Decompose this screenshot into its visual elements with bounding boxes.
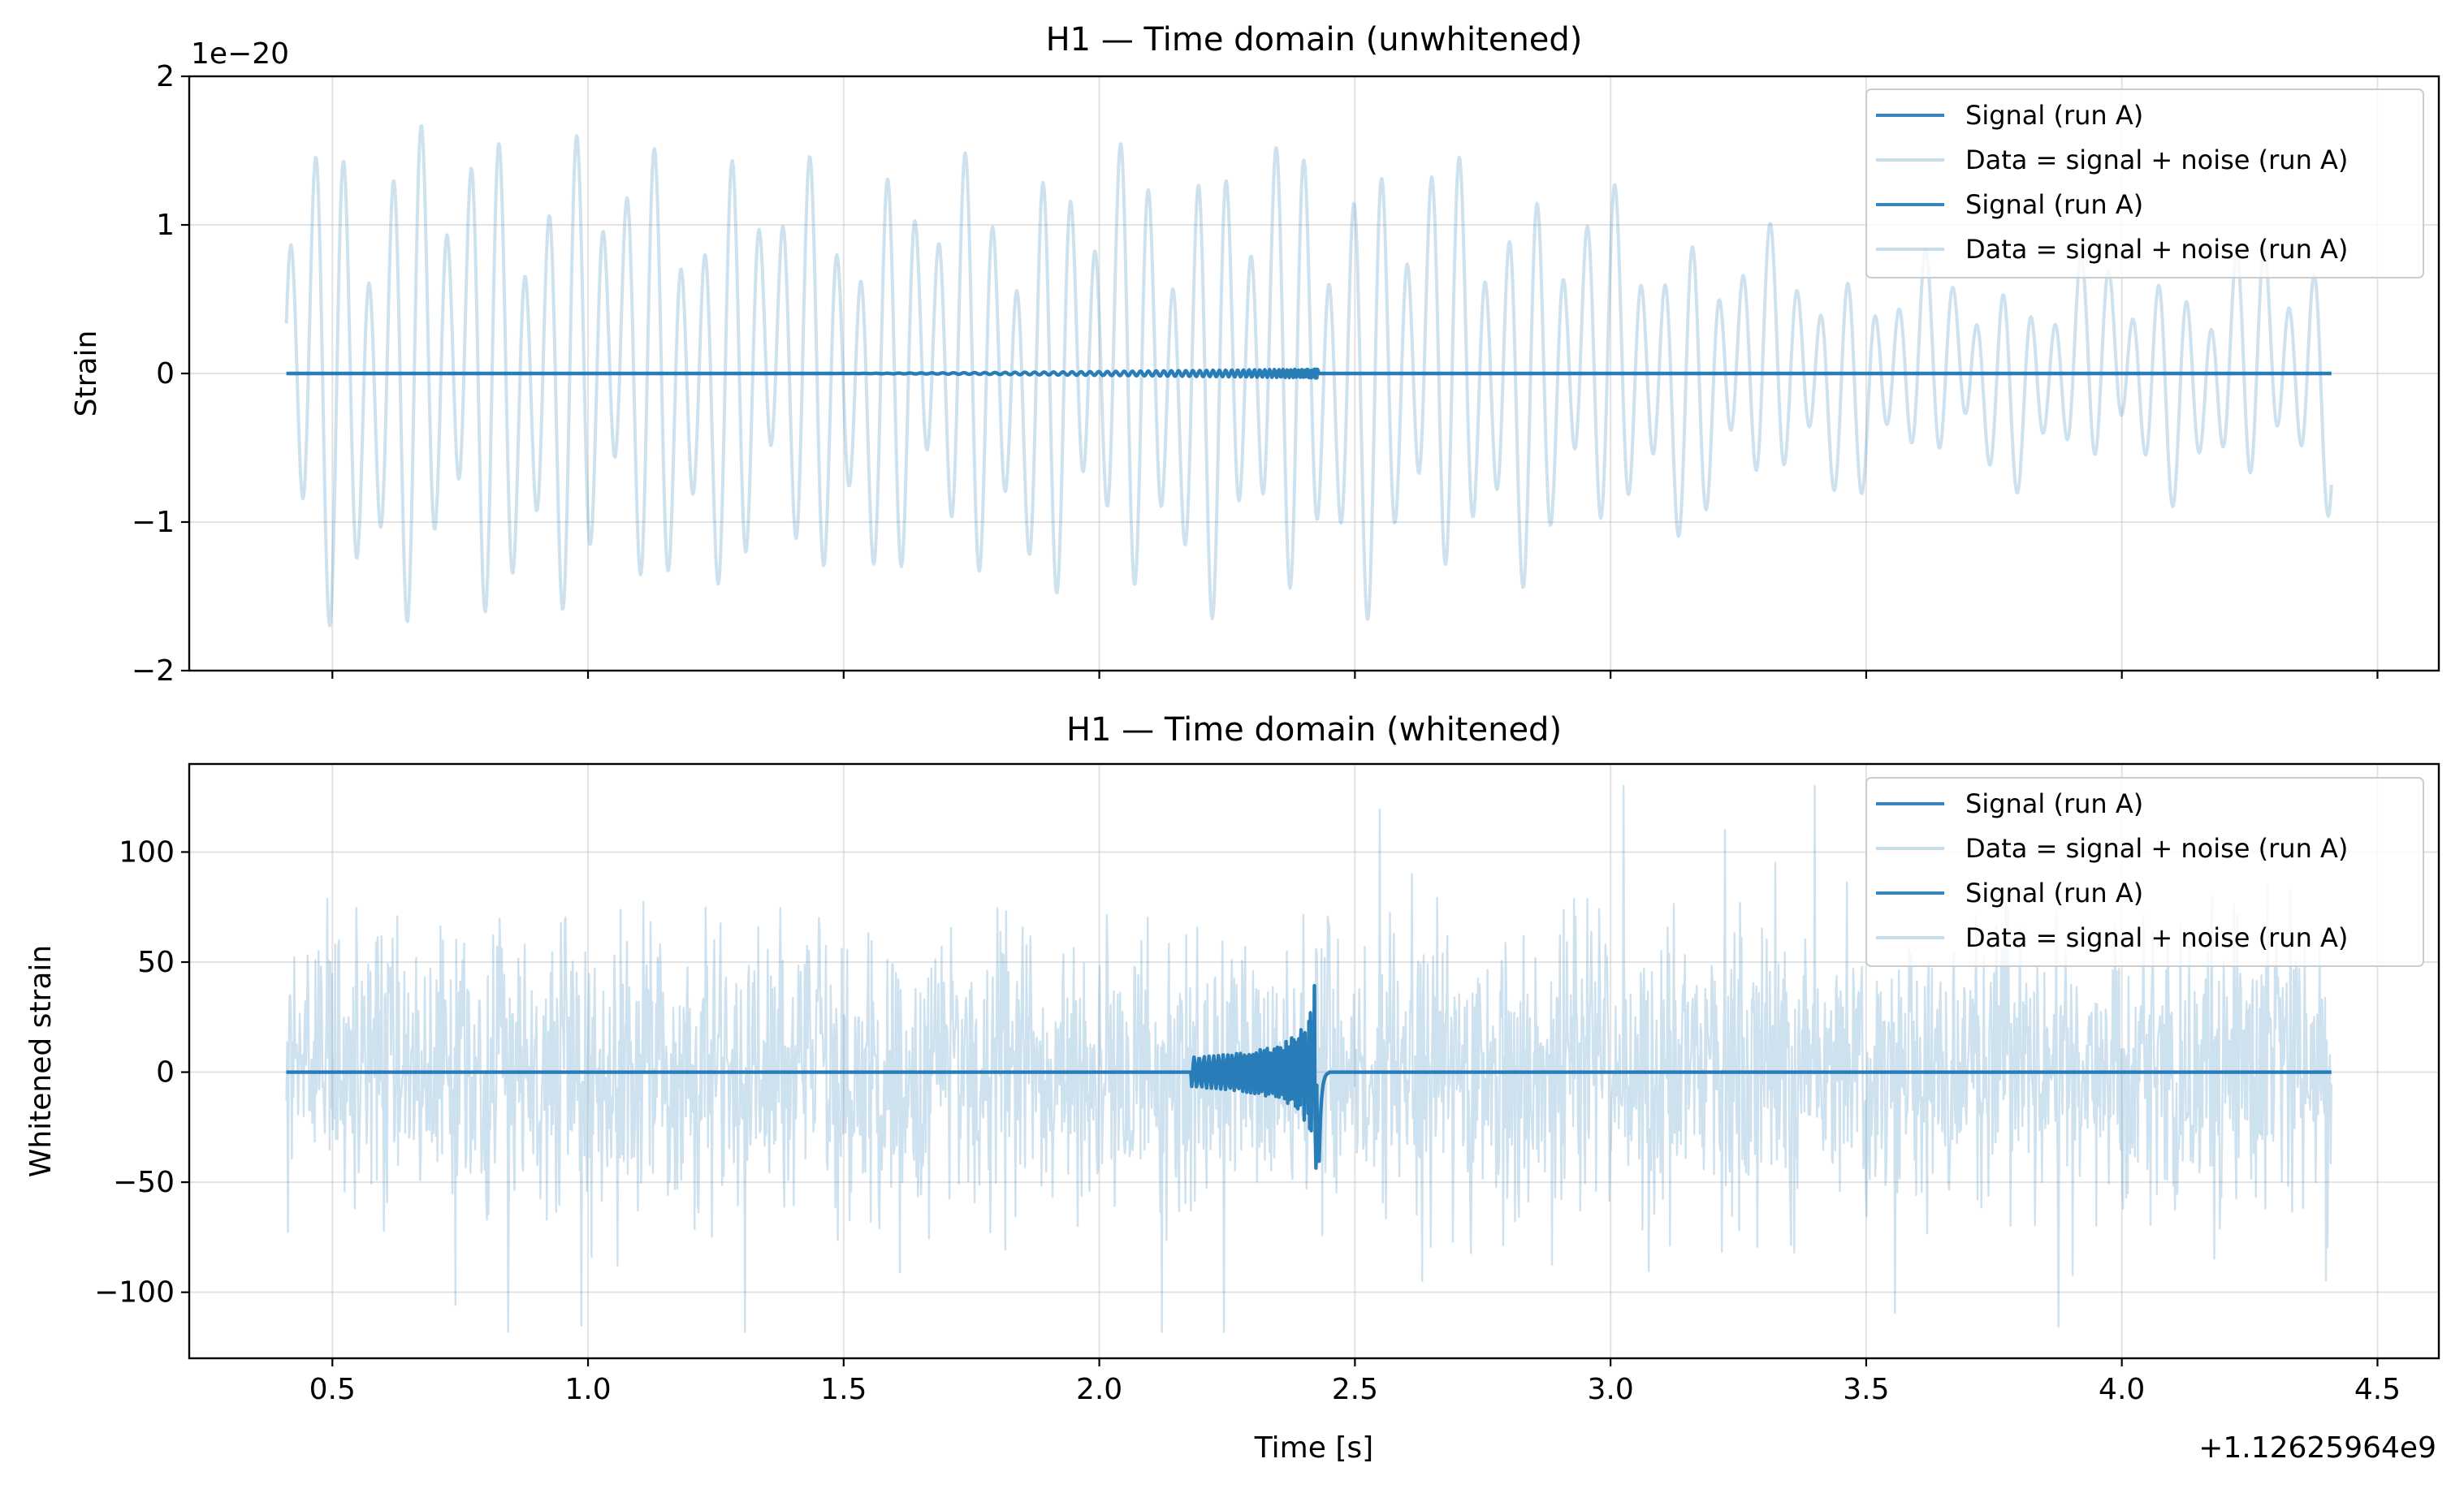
legend-entry: Data = signal + noise (run A) bbox=[1876, 145, 2348, 175]
signal-series-unwhitened bbox=[285, 367, 2332, 380]
legend: Signal (run A) Data = signal + noise (ru… bbox=[1865, 777, 2424, 967]
x-tick-label: 2.0 bbox=[1076, 1373, 1122, 1406]
chart-title: H1 — Time domain (unwhitened) bbox=[1046, 21, 1583, 58]
svg-text:Signal (run A): Signal (run A) bbox=[1965, 788, 2143, 819]
y-tick-label: 50 bbox=[137, 946, 175, 979]
signal-line bbox=[285, 983, 2332, 1170]
legend-entry: Signal (run A) bbox=[1876, 100, 2143, 131]
svg-text:Signal (run A): Signal (run A) bbox=[1965, 189, 2143, 220]
legend-entry: Data = signal + noise (run A) bbox=[1876, 234, 2348, 265]
x-axis-label: Time [s] bbox=[1254, 1431, 1373, 1465]
y-offset-label: 1e−20 bbox=[191, 37, 289, 71]
x-tick-label: 0.5 bbox=[309, 1373, 356, 1406]
legend-entry: Data = signal + noise (run A) bbox=[1876, 833, 2348, 864]
x-tick-label: 2.5 bbox=[1332, 1373, 1378, 1406]
x-axis-ticks bbox=[331, 671, 2379, 679]
legend-entry: Signal (run A) bbox=[1876, 788, 2143, 819]
whitened-panel: −100 −50 0 50 100 0.5 1.0 1.5 2.0 2.5 3.0 3.5 4.0 4.… bbox=[24, 711, 2440, 1465]
svg-text:Signal (run A): Signal (run A) bbox=[1965, 878, 2143, 909]
y-tick-label: −2 bbox=[132, 654, 175, 688]
data-series-unwhitened bbox=[284, 123, 2333, 628]
legend-entry: Signal (run A) bbox=[1876, 878, 2143, 909]
y-axis-label: Whitened strain bbox=[24, 945, 58, 1178]
y-axis-ticks: −100 −50 0 50 100 bbox=[94, 835, 189, 1310]
y-tick-label: 0 bbox=[156, 1056, 175, 1090]
y-tick-label: 0 bbox=[156, 357, 175, 391]
y-axis-ticks: −2 −1 0 1 2 bbox=[132, 60, 189, 688]
svg-text:Data = signal + noise (run A): Data = signal + noise (run A) bbox=[1965, 922, 2348, 953]
x-tick-label: 3.5 bbox=[1843, 1373, 1889, 1406]
svg-text:Data = signal + noise (run A): Data = signal + noise (run A) bbox=[1965, 833, 2348, 864]
x-tick-label: 3.0 bbox=[1588, 1373, 1634, 1406]
svg-text:Data = signal + noise (run A): Data = signal + noise (run A) bbox=[1965, 234, 2348, 265]
x-tick-label: 1.0 bbox=[564, 1373, 611, 1406]
signal-line bbox=[285, 367, 2332, 380]
plot-frame bbox=[188, 762, 2440, 1360]
y-axis-label: Strain bbox=[70, 330, 103, 417]
x-axis-ticks: 0.5 1.0 1.5 2.0 2.5 3.0 3.5 4.0 4.5 bbox=[309, 1358, 2401, 1406]
svg-text:Signal (run A): Signal (run A) bbox=[1965, 100, 2143, 131]
y-tick-label: −100 bbox=[94, 1276, 175, 1310]
legend-entry: Signal (run A) bbox=[1876, 189, 2143, 220]
signal-series-whitened bbox=[285, 983, 2332, 1170]
data-line bbox=[284, 123, 2333, 628]
x-offset-label: +1.12625964e9 bbox=[2198, 1431, 2436, 1465]
y-tick-label: 100 bbox=[119, 835, 175, 869]
unwhitened-panel: −2 −1 0 1 2 H1 — Time domain (unwhitened) 1e… bbox=[70, 21, 2440, 688]
legend-entry: Data = signal + noise (run A) bbox=[1876, 922, 2348, 953]
y-tick-label: 1 bbox=[156, 209, 175, 242]
y-tick-label: −1 bbox=[132, 506, 175, 539]
legend: Signal (run A) Data = signal + noise (ru… bbox=[1865, 88, 2424, 278]
y-tick-label: −50 bbox=[113, 1166, 175, 1199]
x-tick-label: 4.5 bbox=[2354, 1373, 2401, 1406]
svg-text:Data = signal + noise (run A): Data = signal + noise (run A) bbox=[1965, 145, 2348, 175]
y-tick-label: 2 bbox=[156, 60, 175, 93]
x-tick-label: 4.0 bbox=[2099, 1373, 2145, 1406]
x-tick-label: 1.5 bbox=[820, 1373, 867, 1406]
chart-title: H1 — Time domain (whitened) bbox=[1066, 711, 1562, 749]
